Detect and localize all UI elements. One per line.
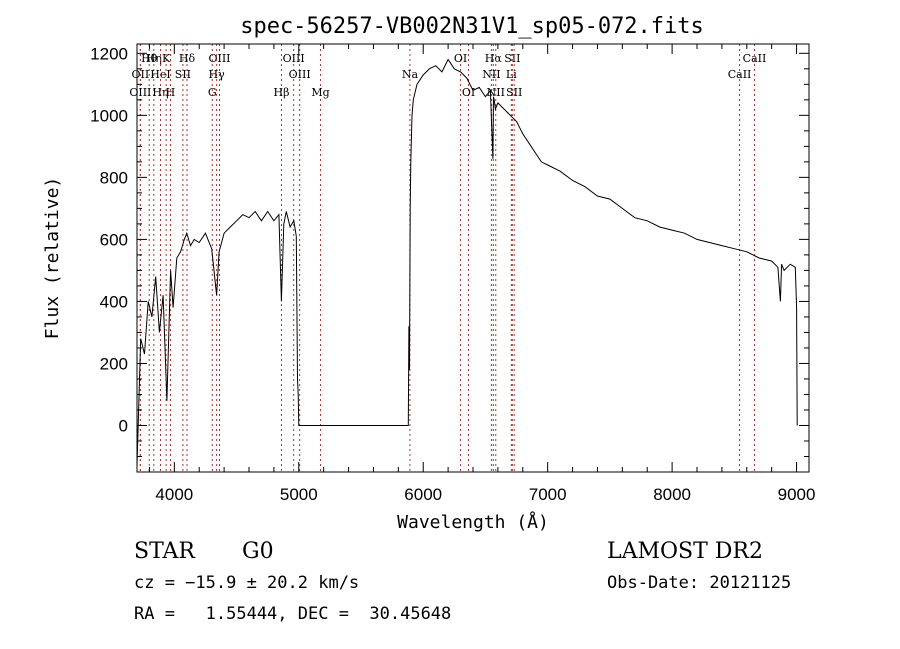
spectral-line-label: Hη: [146, 52, 162, 65]
spectral-line-label: CaII: [743, 52, 767, 65]
spectral-line-label: Hη: [152, 86, 168, 99]
spectral-line-label: H: [166, 86, 176, 99]
object-subclass: G0: [242, 539, 274, 564]
chart-title: spec-56257-VB002N31V1_sp05-072.fits: [240, 14, 704, 39]
spectral-line-label: NII: [487, 86, 505, 99]
spectral-line-label: Hα: [485, 52, 503, 65]
axes: 4000 5000 6000 7000 8000 9000 0 200 400 600 800 100…: [90, 44, 815, 504]
y-tick-label: 600: [100, 230, 128, 249]
x-tick-label: 4000: [155, 485, 193, 504]
y-tick-label: 200: [100, 354, 128, 373]
y-axis-label: Flux (relative): [42, 177, 63, 340]
x-tick-label: 6000: [404, 485, 442, 504]
spectral-line-label: Mg: [311, 86, 329, 99]
spectral-line-label: CaII: [728, 68, 752, 81]
spectral-line-label: Hβ: [274, 86, 290, 99]
y-tick-label: 400: [100, 292, 128, 311]
spectral-line-label: Li: [506, 68, 517, 81]
spectral-line-label: Hδ: [179, 52, 196, 65]
spectral-line-label: OIII: [208, 52, 230, 65]
spectral-line-label: K: [162, 52, 171, 65]
spectral-line-label: OI: [462, 86, 475, 99]
x-tick-label: 5000: [280, 485, 318, 504]
redshift-velocity: cz = −15.9 ± 20.2 km/s: [134, 573, 360, 593]
spectral-line-label: OIII: [289, 68, 311, 81]
spectral-line-label: G: [208, 86, 217, 99]
y-tick-label: 1200: [90, 44, 128, 63]
spectral-line-label: OI: [454, 52, 467, 65]
x-tick-label: 7000: [529, 485, 567, 504]
spectral-line-label: Na: [402, 68, 419, 81]
spectral-line-label: NII: [482, 68, 500, 81]
spectral-line-label: OIII: [283, 52, 305, 65]
y-tick-label: 800: [100, 168, 128, 187]
observation-date: Obs-Date: 20121125: [607, 573, 792, 593]
survey-name: LAMOST DR2: [607, 539, 763, 564]
y-tick-label: 0: [119, 416, 128, 435]
spectrum-series: [136, 58, 798, 466]
x-tick-label: 8000: [653, 485, 691, 504]
y-tick-label: 1000: [90, 106, 128, 125]
spectral-line-label: SII: [506, 86, 522, 99]
coordinates: RA = 1.55444, DEC = 30.45648: [134, 604, 452, 624]
spectral-line-label: SII: [175, 68, 191, 81]
spectral-line-label: OIII: [129, 86, 151, 99]
x-tick-label: 9000: [778, 485, 816, 504]
object-class: STAR: [134, 539, 195, 564]
spectral-line-label: SII: [504, 52, 520, 65]
x-axis-label: Wavelength (Å): [397, 511, 549, 533]
plot-frame: [136, 43, 810, 473]
spectral-line-label: Hγ: [209, 68, 226, 81]
